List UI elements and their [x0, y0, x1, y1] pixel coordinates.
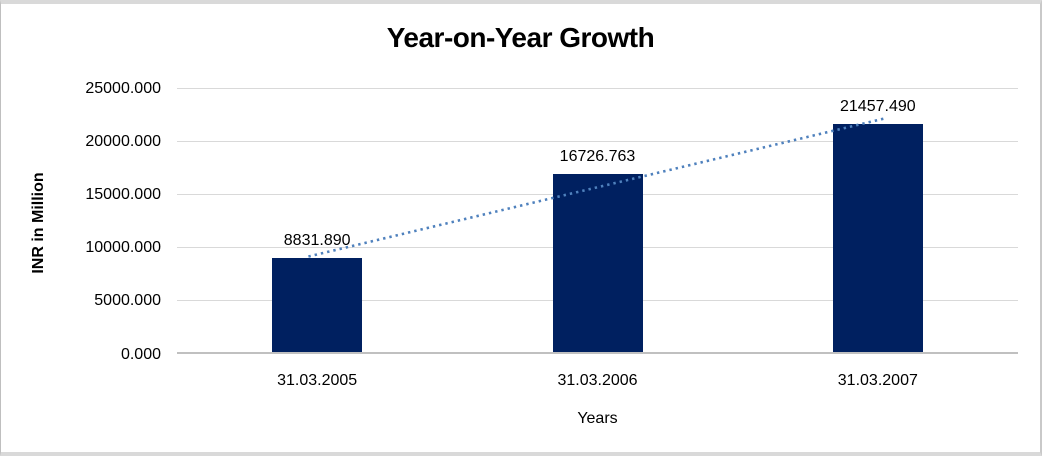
x-tick-label: 31.03.2006: [557, 372, 638, 389]
bar-value-label: 21457.490: [840, 97, 916, 115]
y-tick-label: 20000.000: [85, 132, 161, 150]
trendline-layer: [308, 116, 887, 258]
bar: [272, 258, 363, 352]
bar: [832, 123, 923, 352]
gridline: [177, 140, 1018, 142]
y-tick-label: 15000.000: [85, 185, 161, 203]
x-tick-label: 31.03.2007: [837, 372, 918, 389]
trendline: [308, 116, 887, 258]
y-tick-label: 5000.000: [94, 292, 161, 310]
x-axis-title: Years: [577, 410, 618, 427]
x-tick-label: 31.03.2005: [277, 372, 358, 389]
x-axis-tick-labels: 31.03.2005 31.03.2006 31.03.2007: [177, 372, 1018, 392]
y-tick-label: 0.000: [120, 345, 161, 363]
gridline: [177, 87, 1018, 89]
bar-value-label: 8831.890: [283, 232, 351, 250]
chart-title: Year-on-Year Growth: [386, 22, 655, 53]
plot-area: 8831.890 16726.763 21457.490: [177, 87, 1018, 354]
bar: [552, 174, 643, 352]
y-tick-label: 25000.000: [85, 79, 161, 97]
y-axis-tick-labels: 0.000 5000.000 10000.000 15000.000 20000.000…: [1, 80, 161, 363]
y-tick-label: 10000.000: [85, 239, 161, 257]
bar-value-label: 16726.763: [559, 148, 636, 166]
